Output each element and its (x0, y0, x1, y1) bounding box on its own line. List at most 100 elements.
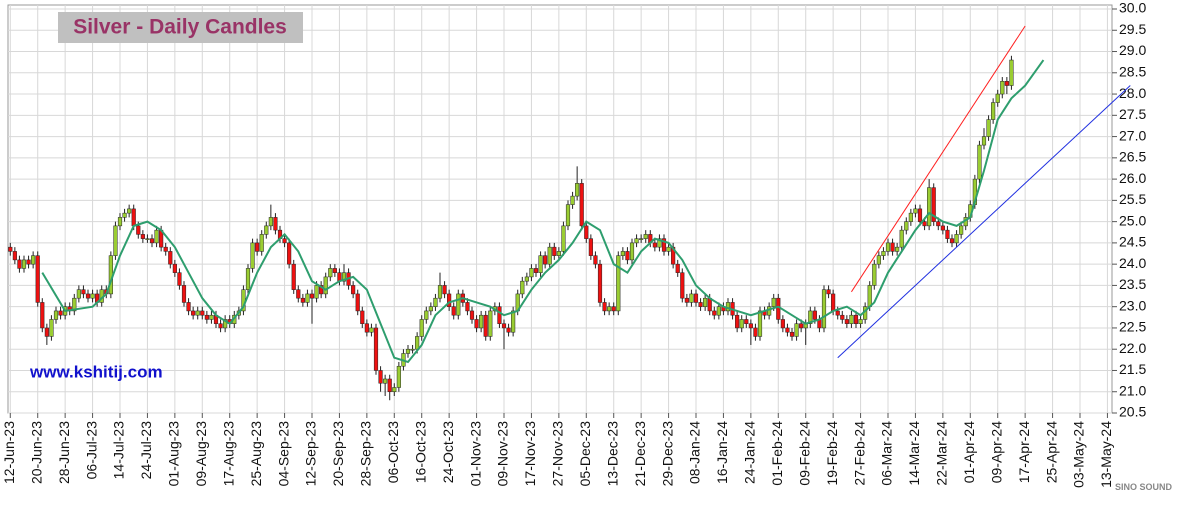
candle-body (410, 348, 415, 351)
candle-body (90, 293, 95, 299)
candle-body (675, 263, 680, 273)
candle-body (936, 221, 941, 227)
candle-body (629, 242, 635, 261)
candle-body (314, 285, 319, 299)
x-tick-label: 17-Nov-23 (522, 421, 538, 487)
candle-body (940, 225, 945, 231)
candle-body (812, 310, 817, 320)
x-tick-label: 13-May-24 (1098, 421, 1114, 488)
candle-body (387, 378, 392, 392)
chart-title: Silver - Daily Candles (73, 16, 287, 39)
candle-body (122, 212, 127, 218)
candle-body (561, 225, 566, 252)
candle-body (735, 314, 740, 329)
candle-body (21, 259, 27, 269)
candle-body (821, 289, 827, 329)
candle-body (186, 302, 191, 312)
candle-body (424, 310, 429, 320)
candle-body (693, 293, 699, 303)
x-tick-label: 09-Apr-24 (988, 421, 1004, 483)
x-tick-label: 24-Jul-23 (138, 421, 154, 480)
x-tick-label: 27-Nov-23 (550, 421, 566, 487)
x-tick-label: 28-Jun-23 (56, 421, 72, 484)
y-tick-label: 21.5 (1119, 361, 1146, 377)
candle-body (76, 289, 81, 299)
candle-body (657, 238, 662, 248)
y-tick-label: 21.0 (1119, 382, 1146, 398)
candle-body (757, 310, 763, 337)
candle-body (995, 93, 1000, 103)
candle-body (954, 234, 959, 244)
grid (8, 5, 1117, 418)
moving-average-line (41, 59, 1045, 364)
candle-body (154, 229, 159, 244)
candle-body (602, 302, 607, 312)
x-tick-label: 12-Jun-23 (1, 421, 17, 484)
candle-body (556, 251, 561, 256)
x-tick-label: 16-Jan-24 (714, 421, 730, 484)
x-tick-label: 17-Apr-24 (1016, 421, 1032, 483)
y-tick-label: 23.5 (1119, 276, 1146, 292)
candle-body (872, 263, 877, 286)
x-tick-label: 01-Feb-24 (769, 421, 785, 486)
candle-body (506, 327, 511, 333)
candle-body (904, 221, 909, 231)
y-tick-label: 27.5 (1119, 106, 1146, 122)
y-tick-label: 25.0 (1119, 212, 1146, 228)
candle-body (181, 285, 187, 303)
candle-body (72, 297, 77, 312)
x-tick-label: 27-Feb-24 (851, 421, 867, 486)
candle-body (140, 234, 145, 239)
x-tick-label: 17-Aug-23 (220, 421, 236, 487)
candle-body (319, 285, 324, 295)
candle-body (511, 310, 516, 333)
x-tick-label: 25-Apr-24 (1043, 421, 1059, 483)
x-tick-label: 03-May-24 (1071, 421, 1087, 488)
plot-area (7, 4, 1113, 414)
x-tick-label: 19-Feb-24 (824, 421, 840, 486)
marks (8, 55, 1045, 401)
candle-body (712, 310, 717, 316)
candle-body (799, 323, 804, 329)
y-tick-label: 29.0 (1119, 42, 1146, 58)
candle-body (53, 310, 59, 320)
candle-body (204, 314, 209, 320)
candle-body (744, 319, 749, 324)
candle-body (465, 302, 470, 312)
candle-body (392, 387, 397, 392)
candle-body (497, 306, 502, 324)
candle-body (543, 255, 548, 265)
candle-body (245, 268, 251, 290)
x-tick-label: 01-Apr-24 (961, 421, 977, 483)
candle-body (351, 285, 356, 295)
candle-body (575, 183, 580, 197)
candle-body (661, 238, 667, 252)
candle-body (259, 234, 264, 252)
x-tick-label: 06-Mar-24 (879, 421, 895, 486)
y-tick-label: 29.5 (1119, 21, 1146, 37)
title-box (58, 12, 303, 43)
candle-body (639, 238, 644, 240)
candle-body (927, 187, 932, 227)
candle-body (149, 238, 155, 244)
candle-body (689, 293, 694, 303)
candle-body (360, 310, 365, 324)
candle-body (172, 263, 177, 273)
trend-line (851, 25, 1026, 293)
candle-body (369, 327, 374, 333)
candle-body (451, 306, 456, 316)
x-tick-label: 14-Mar-24 (906, 421, 922, 486)
candle-body (12, 251, 17, 261)
x-tick-label: 06-Oct-23 (385, 421, 401, 483)
candle-body (456, 293, 461, 316)
y-tick-label: 30.0 (1119, 0, 1146, 16)
candle-body (908, 212, 913, 222)
candle-body (977, 144, 982, 180)
candle-body (607, 306, 612, 312)
x-tick-label: 06-Jul-23 (83, 421, 99, 480)
x-tick-label: 09-Feb-24 (796, 421, 812, 486)
candle-body (300, 297, 305, 303)
x-tick-label: 21-Dec-23 (632, 421, 648, 487)
candle-body (844, 319, 849, 324)
